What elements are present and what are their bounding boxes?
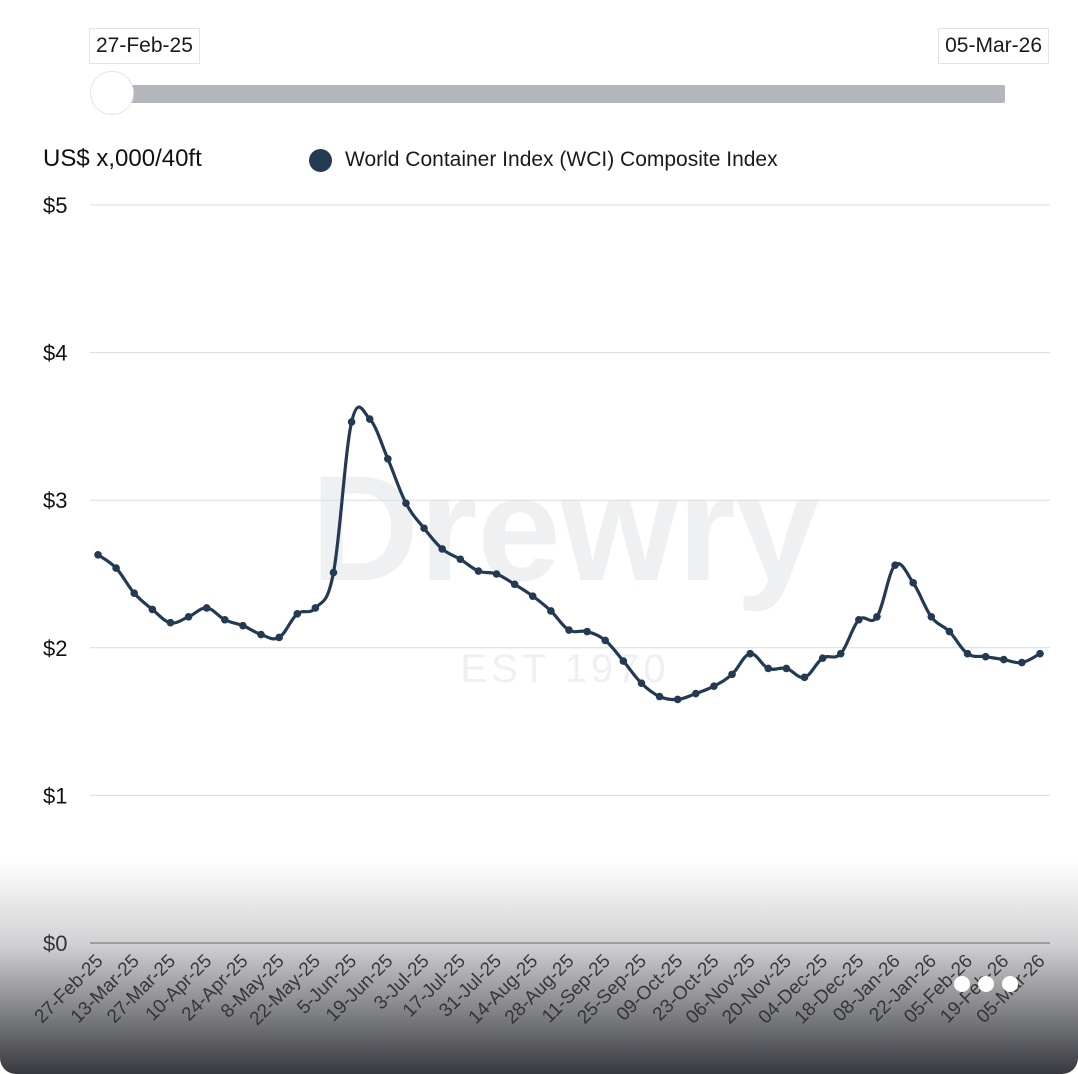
data-point[interactable] bbox=[855, 615, 863, 624]
data-point[interactable] bbox=[873, 613, 881, 621]
data-point[interactable] bbox=[1018, 658, 1026, 667]
legend-marker bbox=[309, 148, 332, 172]
data-point[interactable] bbox=[166, 618, 175, 627]
data-point[interactable] bbox=[275, 633, 283, 642]
data-point[interactable] bbox=[818, 654, 827, 662]
range-end-label: 05-Mar-26 bbox=[938, 28, 1049, 64]
y-tick-label: $2 bbox=[43, 636, 67, 661]
data-point[interactable] bbox=[981, 652, 990, 661]
data-point[interactable] bbox=[130, 589, 139, 597]
drewry-watermark: Drewry EST 1970 bbox=[311, 444, 820, 691]
y-tick-label: $1 bbox=[43, 783, 67, 808]
data-point[interactable] bbox=[1036, 649, 1044, 658]
range-start-label: 27-Feb-25 bbox=[89, 28, 200, 64]
data-point[interactable] bbox=[891, 561, 899, 569]
data-point[interactable] bbox=[583, 627, 591, 636]
data-point[interactable] bbox=[800, 673, 809, 682]
data-point[interactable] bbox=[764, 664, 773, 673]
data-point[interactable] bbox=[456, 555, 465, 564]
data-point[interactable] bbox=[112, 564, 120, 572]
data-point[interactable] bbox=[474, 567, 483, 575]
data-point[interactable] bbox=[909, 579, 917, 587]
data-point[interactable] bbox=[601, 636, 610, 645]
y-tick-label: $0 bbox=[43, 931, 67, 956]
data-point[interactable] bbox=[710, 682, 718, 690]
dot-icon bbox=[978, 976, 994, 992]
data-point[interactable] bbox=[420, 524, 428, 533]
data-point[interactable] bbox=[999, 655, 1008, 664]
data-point[interactable] bbox=[673, 695, 682, 704]
data-point[interactable] bbox=[329, 568, 338, 577]
range-slider-handle[interactable] bbox=[90, 71, 134, 115]
data-point[interactable] bbox=[438, 545, 446, 553]
data-point[interactable] bbox=[202, 604, 211, 612]
data-point[interactable] bbox=[221, 615, 229, 624]
data-point[interactable] bbox=[94, 551, 102, 559]
watermark-brand: Drewry bbox=[311, 444, 820, 612]
legend-label: World Container Index (WCI) Composite In… bbox=[345, 148, 778, 171]
data-point[interactable] bbox=[184, 613, 193, 621]
data-point[interactable] bbox=[619, 657, 628, 665]
data-point[interactable] bbox=[927, 613, 936, 621]
data-point[interactable] bbox=[746, 649, 754, 658]
data-point[interactable] bbox=[239, 621, 247, 630]
data-point[interactable] bbox=[692, 689, 700, 698]
data-point[interactable] bbox=[565, 626, 573, 634]
y-tick-label: $5 bbox=[43, 193, 67, 218]
data-point[interactable] bbox=[655, 692, 664, 701]
data-point[interactable] bbox=[547, 607, 555, 615]
data-point[interactable] bbox=[836, 649, 845, 658]
data-point[interactable] bbox=[510, 580, 519, 589]
dot-icon bbox=[1002, 976, 1018, 992]
data-point[interactable] bbox=[637, 679, 646, 688]
data-point[interactable] bbox=[384, 455, 392, 463]
y-tick-label: $3 bbox=[43, 488, 67, 513]
data-point[interactable] bbox=[402, 499, 410, 507]
y-tick-label: $4 bbox=[43, 341, 67, 366]
data-point[interactable] bbox=[293, 610, 302, 618]
data-point[interactable] bbox=[528, 592, 537, 600]
data-point[interactable] bbox=[782, 664, 791, 673]
legend-item[interactable]: World Container Index (WCI) Composite In… bbox=[309, 148, 778, 172]
data-point[interactable] bbox=[945, 627, 954, 636]
y-axis-unit-label: US$ x,000/40ft bbox=[43, 145, 202, 172]
data-point[interactable] bbox=[963, 649, 972, 658]
data-point[interactable] bbox=[148, 605, 157, 614]
more-options-button[interactable] bbox=[954, 976, 1018, 992]
range-slider-track[interactable] bbox=[112, 85, 1005, 103]
data-point[interactable] bbox=[365, 415, 374, 423]
data-point[interactable] bbox=[728, 670, 736, 679]
data-point[interactable] bbox=[492, 570, 501, 578]
data-point[interactable] bbox=[257, 630, 265, 639]
dot-icon bbox=[954, 976, 970, 992]
data-point[interactable] bbox=[347, 418, 356, 426]
data-point[interactable] bbox=[311, 604, 320, 612]
